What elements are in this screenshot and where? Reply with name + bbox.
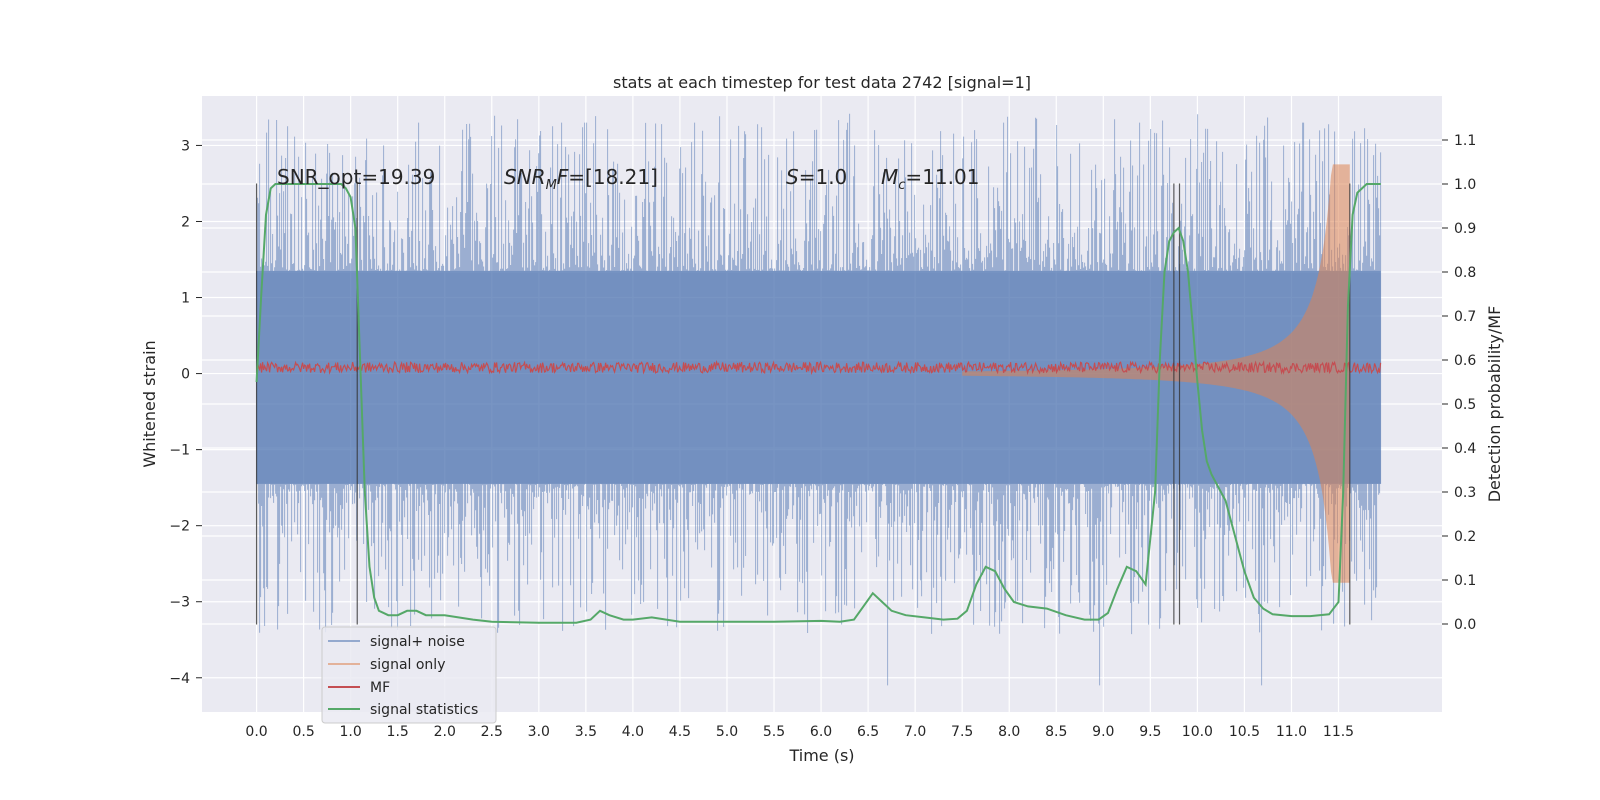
- x-tick-label: 1.5: [387, 724, 409, 740]
- annotation-mc-value: 11.01: [922, 165, 979, 189]
- series-signal-only: [962, 164, 1350, 583]
- y-axis-right-label: Detection probability/MF: [1485, 306, 1504, 503]
- x-tick-label: 3.5: [575, 724, 597, 740]
- x-tick-label: 6.5: [857, 724, 879, 740]
- annotation-s: S=1.0: [786, 165, 847, 189]
- y-right-tick-label: 0.0: [1454, 617, 1476, 633]
- annotation-s-value: 1.0: [815, 165, 847, 189]
- y-tick-label: −3: [169, 595, 190, 611]
- y-right-tick-label: 0.7: [1454, 309, 1476, 325]
- legend-box: [321, 626, 497, 724]
- annotation-snr-opt: SNR_opt=19.39: [277, 165, 435, 189]
- x-tick-label: 4.0: [622, 724, 644, 740]
- annotation-mc: Mc=11.01: [881, 165, 979, 193]
- x-tick-label: 11.0: [1276, 724, 1307, 740]
- legend-label-mf: MF: [370, 680, 390, 696]
- y-right-tick-label: 0.3: [1454, 485, 1476, 501]
- x-tick-label: 5.5: [763, 724, 785, 740]
- x-tick-label: 2.5: [481, 724, 503, 740]
- legend-label-signal-statistics: signal statistics: [370, 702, 478, 718]
- y-tick-label: −4: [169, 671, 190, 687]
- x-tick-label: 6.0: [810, 724, 832, 740]
- y-tick-label: −1: [169, 443, 190, 459]
- y-tick-label: 1: [181, 291, 190, 307]
- x-tick-label: 7.5: [951, 724, 973, 740]
- annotation-snr-mf: SNRMF=[18.21]: [504, 165, 658, 193]
- y-tick-label: 0: [181, 367, 190, 383]
- y-right-tick-label: 0.9: [1454, 221, 1476, 237]
- x-tick-label: 1.0: [340, 724, 362, 740]
- y-tick-labels: 3 2 1 0 −1 −2 −3 −4: [169, 138, 202, 687]
- x-tick-label: 0.5: [292, 724, 314, 740]
- y-right-tick-label: 0.5: [1454, 397, 1476, 413]
- x-tick-label: 8.5: [1045, 724, 1067, 740]
- x-tick-label: 0.0: [245, 724, 267, 740]
- x-tick-label: 7.0: [904, 724, 926, 740]
- y-right-tick-label: 1.0: [1454, 177, 1476, 193]
- y-tick-label: 3: [181, 138, 190, 154]
- x-tick-label: 10.5: [1229, 724, 1260, 740]
- y-tick-label: 2: [181, 214, 190, 230]
- signal-statistics-line: [255, 183, 1381, 624]
- annotation-snr-mf-value: [18.21]: [585, 165, 658, 189]
- y-right-tick-label: 0.8: [1454, 265, 1476, 281]
- y-axis-label: Whitened strain: [140, 340, 159, 467]
- x-tick-label: 5.0: [716, 724, 738, 740]
- x-tick-label: 9.5: [1139, 724, 1161, 740]
- legend-label-signal-only: signal only: [370, 657, 445, 673]
- y-right-tick-label: 0.1: [1454, 573, 1476, 589]
- y-right-tick-label: 0.2: [1454, 529, 1476, 545]
- legend-label-signal-noise: signal+ noise: [370, 634, 465, 650]
- series-signal-statistics: [255, 183, 1381, 624]
- x-tick-label: 4.5: [669, 724, 691, 740]
- x-tick-label: 8.0: [998, 724, 1020, 740]
- x-axis-label: Time (s): [788, 746, 854, 765]
- annotation-snr-opt-prefix: SNR_opt=: [277, 165, 378, 189]
- legend: signal+ noise signal only MF signal stat…: [321, 626, 497, 724]
- x-tick-label: 10.0: [1182, 724, 1213, 740]
- x-tick-labels: 0.0 0.5 1.0 1.5 2.0 2.5 3.0 3.5 4.0 4.5 5.0 5.5 6.0 6…: [245, 724, 1354, 740]
- mf-line: [256, 359, 1382, 376]
- chart-title: stats at each timestep for test data 274…: [613, 73, 1031, 92]
- annotation-snr-opt-value: 19.39: [378, 165, 435, 189]
- x-tick-label: 3.0: [528, 724, 550, 740]
- x-tick-label: 9.0: [1092, 724, 1114, 740]
- x-tick-label: 11.5: [1323, 724, 1354, 740]
- x-tick-label: 2.0: [434, 724, 456, 740]
- y-right-tick-labels: 1.1 1.0 0.9 0.8 0.7 0.6 0.5 0.4 0.3 0.2 0.1 0.0: [1442, 133, 1476, 633]
- series-mf: [256, 359, 1382, 376]
- chirp-envelope: [962, 164, 1350, 583]
- y-right-tick-label: 0.4: [1454, 441, 1476, 457]
- y-tick-label: −2: [169, 519, 190, 535]
- y-right-tick-label: 1.1: [1454, 133, 1476, 149]
- y-right-tick-label: 0.6: [1454, 353, 1476, 369]
